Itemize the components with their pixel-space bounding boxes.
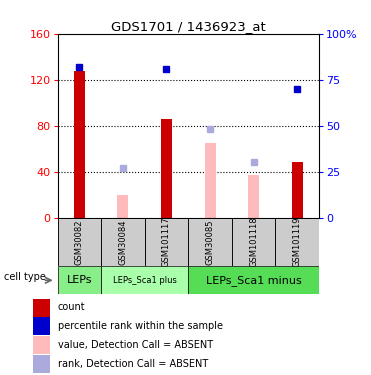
Bar xyxy=(205,143,216,218)
Bar xyxy=(275,217,319,266)
Title: GDS1701 / 1436923_at: GDS1701 / 1436923_at xyxy=(111,20,266,33)
Text: rank, Detection Call = ABSENT: rank, Detection Call = ABSENT xyxy=(58,359,208,369)
Text: LEPs_Sca1 plus: LEPs_Sca1 plus xyxy=(113,276,177,285)
Bar xyxy=(33,317,50,335)
Text: GSM30084: GSM30084 xyxy=(118,219,127,265)
Bar xyxy=(58,217,101,266)
Bar xyxy=(58,266,101,294)
Text: GSM30085: GSM30085 xyxy=(206,219,214,265)
Text: percentile rank within the sample: percentile rank within the sample xyxy=(58,321,223,331)
Bar xyxy=(161,119,172,218)
Text: GSM101119: GSM101119 xyxy=(293,217,302,267)
Text: count: count xyxy=(58,303,85,312)
Bar xyxy=(188,266,319,294)
Bar xyxy=(33,355,50,373)
Bar xyxy=(101,217,145,266)
Bar xyxy=(188,217,232,266)
Bar xyxy=(33,336,50,354)
Bar xyxy=(33,298,50,316)
Bar xyxy=(118,195,128,217)
Text: GSM101118: GSM101118 xyxy=(249,217,258,267)
Text: GSM30082: GSM30082 xyxy=(75,219,84,265)
Text: GSM101117: GSM101117 xyxy=(162,217,171,267)
Bar xyxy=(292,162,303,218)
Bar xyxy=(232,217,276,266)
Bar xyxy=(145,217,188,266)
Bar xyxy=(101,266,188,294)
Text: LEPs_Sca1 minus: LEPs_Sca1 minus xyxy=(206,275,302,286)
Text: LEPs: LEPs xyxy=(66,275,92,285)
Bar xyxy=(248,175,259,217)
Text: cell type: cell type xyxy=(4,272,46,282)
Text: value, Detection Call = ABSENT: value, Detection Call = ABSENT xyxy=(58,340,213,350)
Bar xyxy=(74,70,85,217)
